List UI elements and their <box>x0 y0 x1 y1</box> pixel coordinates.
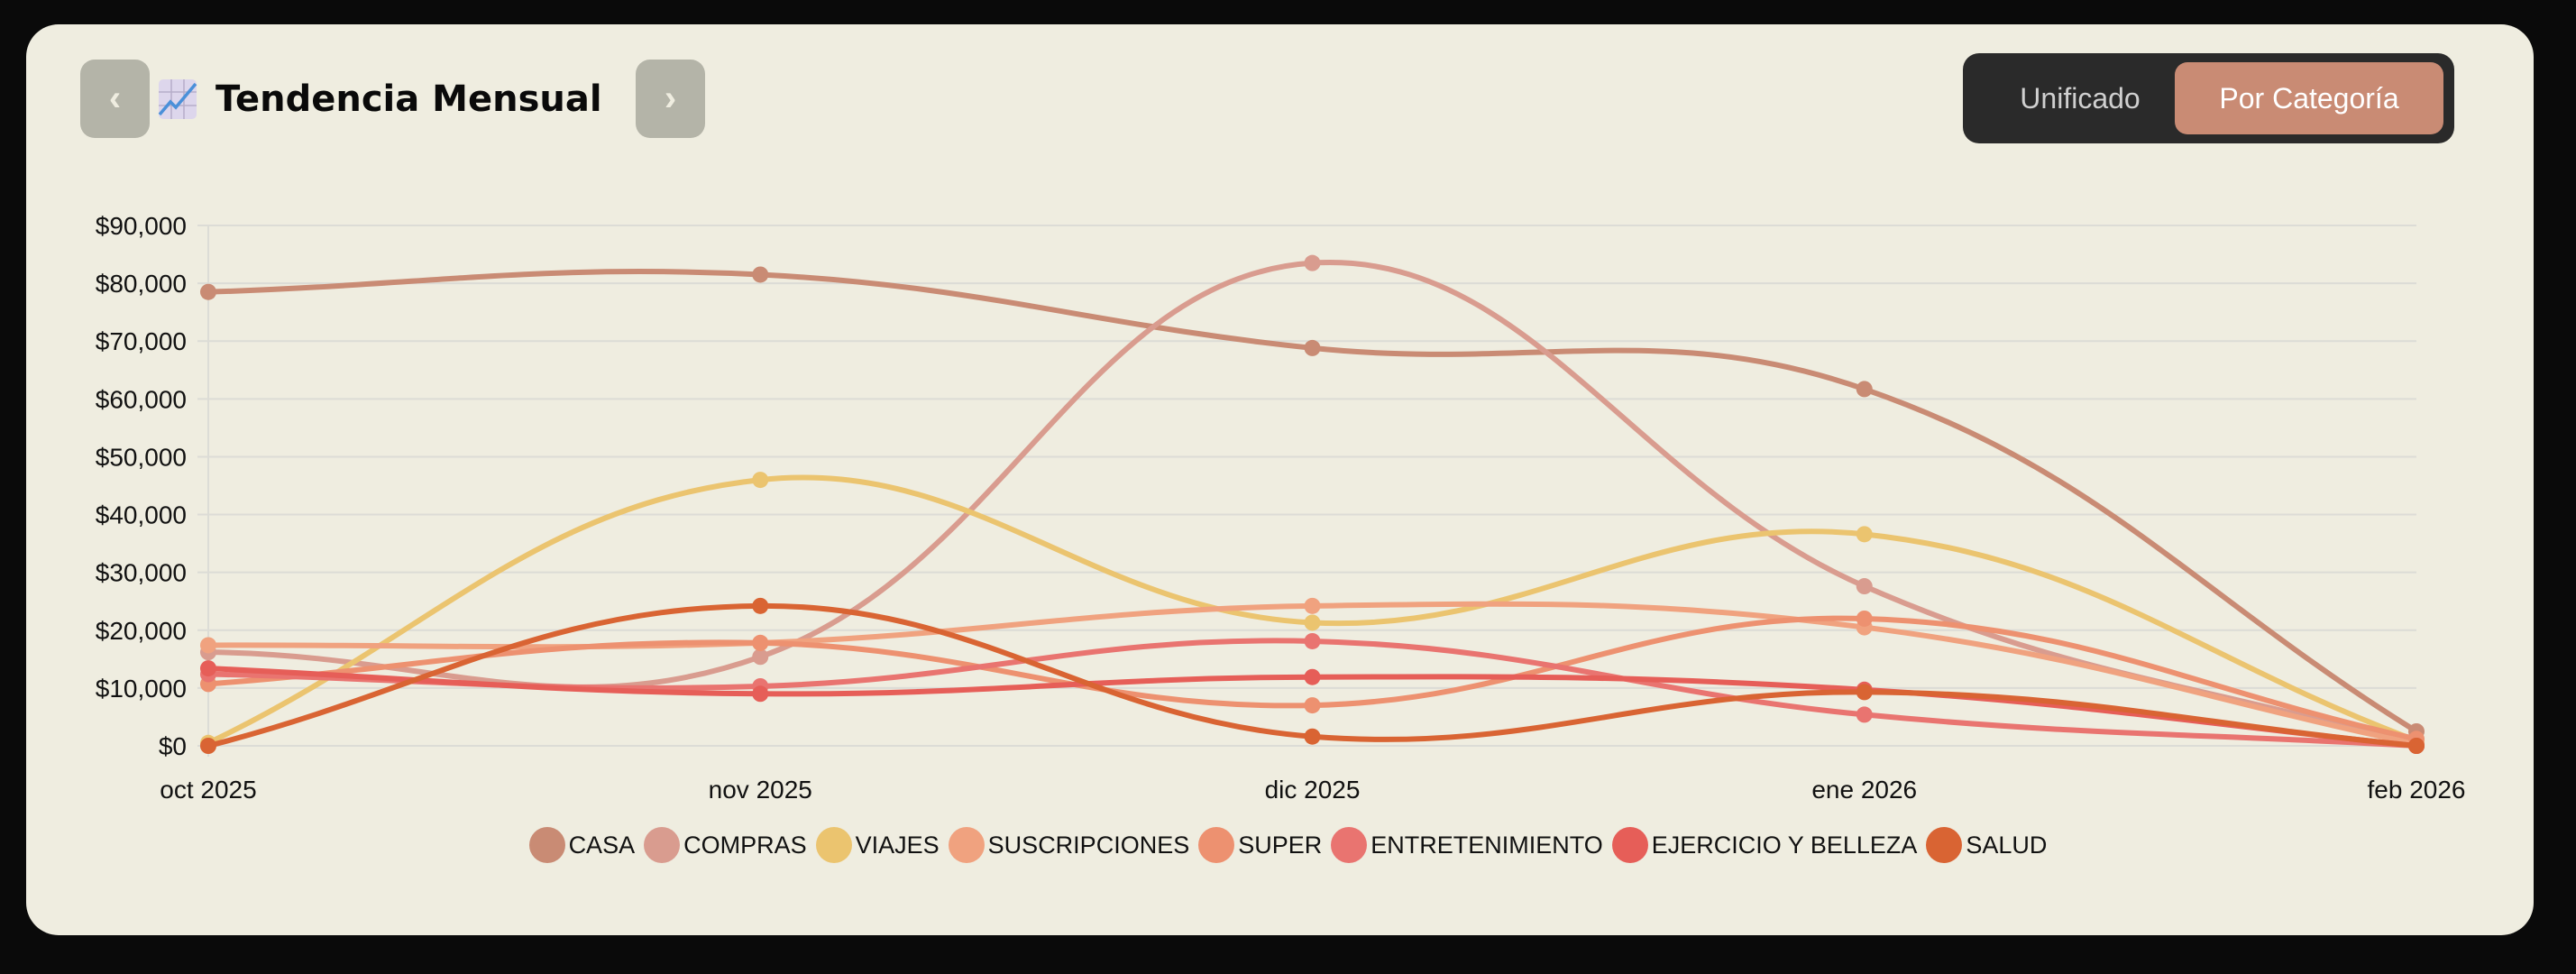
data-point <box>752 472 769 489</box>
legend-item[interactable]: COMPRAS <box>644 827 807 863</box>
legend-swatch <box>528 827 565 863</box>
data-point <box>1856 578 1873 595</box>
legend-label: SUSCRIPCIONES <box>987 831 1190 859</box>
data-point <box>1304 728 1321 745</box>
legend-label: ENTRETENIMIENTO <box>1371 831 1603 859</box>
legend-item[interactable]: SUSCRIPCIONES <box>948 827 1190 863</box>
data-point <box>1856 610 1873 627</box>
x-tick-label: feb 2026 <box>2368 776 2466 804</box>
legend-swatch <box>948 827 985 863</box>
prev-button[interactable]: ‹ <box>80 60 150 138</box>
x-tick-label: oct 2025 <box>160 776 256 804</box>
y-tick-label: $90,000 <box>96 212 187 240</box>
data-point <box>1856 706 1873 723</box>
legend-label: SUPER <box>1238 831 1323 859</box>
chart-legend: CASA COMPRAS VIAJES SUSCRIPCIONES SUPER ENTRE… <box>0 827 2576 863</box>
legend-label: SALUD <box>1966 831 2048 859</box>
data-point <box>1304 697 1321 714</box>
data-point <box>752 634 769 651</box>
series-line-casa <box>206 268 2419 734</box>
legend-item[interactable]: CASA <box>528 827 636 863</box>
data-point <box>2408 738 2425 754</box>
x-tick-label: dic 2025 <box>1265 776 1361 804</box>
data-point <box>200 283 216 300</box>
legend-swatch <box>1198 827 1235 863</box>
y-tick-label: $10,000 <box>96 675 187 703</box>
data-point <box>1304 254 1321 271</box>
legend-item[interactable]: ENTRETENIMIENTO <box>1331 827 1603 863</box>
view-toggle: Unificado Por Categoría <box>1963 53 2454 143</box>
data-point <box>1856 684 1873 701</box>
data-point <box>752 648 769 666</box>
y-tick-label: $60,000 <box>96 385 187 413</box>
data-point <box>1856 526 1873 543</box>
data-point <box>1304 632 1321 649</box>
legend-swatch <box>1926 827 1963 863</box>
legend-item[interactable]: SUPER <box>1198 827 1322 863</box>
legend-item[interactable]: SALUD <box>1926 827 2047 863</box>
data-point <box>1304 597 1321 614</box>
y-tick-label: $0 <box>159 732 187 760</box>
next-button[interactable]: › <box>636 60 705 138</box>
data-point <box>1304 614 1321 631</box>
data-point <box>200 738 216 754</box>
legend-label: COMPRAS <box>683 831 807 859</box>
legend-swatch <box>815 827 852 863</box>
data-point <box>752 685 769 703</box>
legend-item[interactable]: VIAJES <box>815 827 940 863</box>
chart-card <box>26 24 2534 935</box>
data-point <box>752 266 769 283</box>
y-tick-label: $40,000 <box>96 501 187 529</box>
data-point <box>1304 668 1321 685</box>
data-point <box>200 660 216 677</box>
y-tick-label: $30,000 <box>96 559 187 587</box>
data-point <box>200 637 216 654</box>
chart-header: Tendencia Mensual <box>158 72 602 126</box>
data-point <box>1304 339 1321 356</box>
legend-label: VIAJES <box>855 831 940 859</box>
legend-label: CASA <box>568 831 636 859</box>
legend-item[interactable]: EJERCICIO Y BELLEZA <box>1611 827 1918 863</box>
x-tick-label: nov 2025 <box>709 776 812 804</box>
data-point <box>752 597 769 614</box>
legend-swatch <box>1331 827 1368 863</box>
legend-swatch <box>644 827 681 863</box>
toggle-por-categoria[interactable]: Por Categoría <box>2175 62 2443 134</box>
chart-increasing-icon <box>158 79 197 119</box>
y-tick-label: $50,000 <box>96 443 187 471</box>
x-tick-label: ene 2026 <box>1811 776 1917 804</box>
y-tick-label: $70,000 <box>96 327 187 355</box>
chart-title: Tendencia Mensual <box>215 78 602 120</box>
data-point <box>1856 381 1873 398</box>
legend-swatch <box>1611 827 1648 863</box>
legend-label: EJERCICIO Y BELLEZA <box>1651 831 1918 859</box>
toggle-unificado[interactable]: Unificado <box>2020 81 2141 115</box>
y-tick-label: $80,000 <box>96 270 187 298</box>
y-tick-label: $20,000 <box>96 617 187 645</box>
